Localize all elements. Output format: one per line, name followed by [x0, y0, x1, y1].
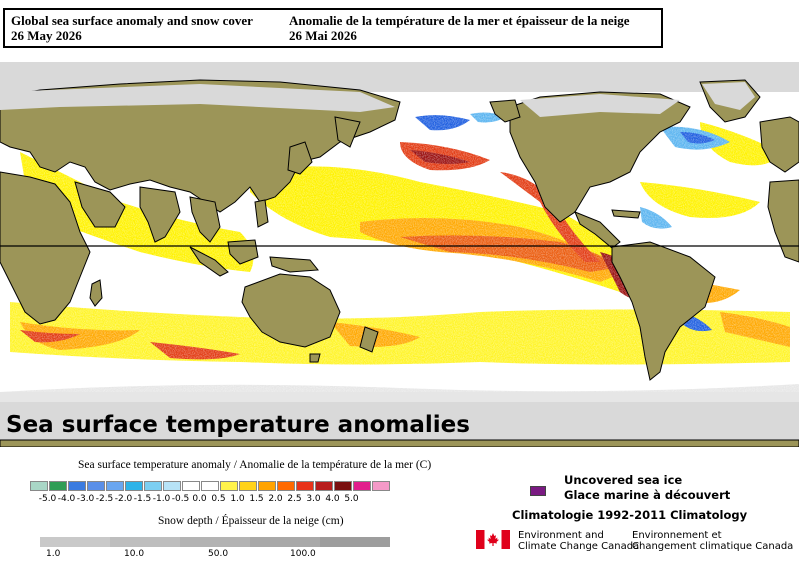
header-english: Global sea surface anomaly and snow cove…: [11, 13, 253, 43]
sst-label: 2.5: [287, 494, 302, 504]
snow-shade: [40, 537, 110, 547]
sst-label: -2.0: [114, 494, 133, 504]
india: [139, 186, 181, 243]
agency-french-line1: Environnement et: [632, 530, 722, 541]
sst-label: -1.5: [133, 494, 152, 504]
landmasses: [0, 79, 799, 447]
title-english: Global sea surface anomaly and snow cove…: [11, 13, 253, 28]
sst-label: 1.5: [249, 494, 264, 504]
snow-cover: [0, 82, 755, 117]
date-english: 26 May 2026: [11, 28, 82, 43]
sst-legend-title: Sea surface temperature anomaly / Anomal…: [78, 459, 432, 471]
australia: [241, 273, 341, 348]
uncovered-sea-ice-swatch: [530, 486, 546, 496]
sst-label: 3.0: [306, 494, 321, 504]
alaska: [489, 99, 521, 123]
sst-swatch: [163, 481, 181, 491]
sst-swatch: [353, 481, 371, 491]
header-french: Anomalie de la température de la mer et …: [289, 13, 629, 43]
snow-shade: [180, 537, 250, 547]
header-box: Global sea surface anomaly and snow cove…: [3, 8, 663, 48]
sst-swatch: [315, 481, 333, 491]
sst-swatch: [68, 481, 86, 491]
snow-shade: [320, 537, 390, 547]
sst-label: 4.0: [325, 494, 340, 504]
agency-english-line2: Climate Change Canada: [518, 541, 640, 552]
sst-label: -3.0: [76, 494, 95, 504]
agency-french-line2: Changement climatique Canada: [632, 541, 794, 552]
climatology-label: Climatologie 1992-2011 Climatology: [512, 508, 748, 522]
agency-english-line1: Environment and: [518, 530, 604, 541]
sst-swatch: [201, 481, 219, 491]
sst-swatch: [125, 481, 143, 491]
sst-scale-labels: -5.0 -4.0 -3.0 -2.5 -2.0 -1.5 -1.0 -0.5 0.0 0.5 1.…: [38, 494, 361, 504]
snow-depth-bar: [40, 537, 390, 547]
ice-label-french: Glace marine à découvert: [564, 488, 731, 502]
agency-french: Environnement et Changement climatique C…: [632, 530, 793, 552]
sst-swatch: [220, 481, 238, 491]
new-zealand: [359, 326, 379, 353]
sst-swatch: [49, 481, 67, 491]
sumatra: [189, 246, 229, 277]
north-america: [509, 91, 691, 223]
snow-label-1: 1.0: [46, 549, 61, 559]
map-svg: [0, 62, 799, 447]
sst-label: 2.0: [268, 494, 283, 504]
cuba: [611, 209, 641, 219]
snow-label-100: 100.0: [290, 549, 316, 559]
sst-swatch: [334, 481, 352, 491]
arabia: [74, 181, 126, 228]
africa: [0, 171, 91, 325]
sst-label: -4.0: [57, 494, 76, 504]
snow-legend-title: Snow depth / Épaisseur de la neige (cm): [158, 515, 344, 527]
madagascar: [89, 279, 103, 307]
title-french: Anomalie de la température de la mer et …: [289, 13, 630, 28]
overlay-title: Sea surface temperature anomalies: [6, 412, 470, 438]
sst-label: 0.5: [211, 494, 226, 504]
kamchatka: [334, 116, 361, 148]
sst-swatch: [372, 481, 390, 491]
sst-label: 1.0: [230, 494, 245, 504]
canada-flag-icon: [476, 530, 510, 549]
indochina: [189, 196, 221, 243]
snow-shade: [110, 537, 180, 547]
south-america: [611, 241, 716, 381]
snow-label-50: 50.0: [208, 549, 229, 559]
sst-swatch: [277, 481, 295, 491]
sst-label: -5.0: [38, 494, 57, 504]
eurasia: [0, 79, 401, 213]
sst-swatch: [87, 481, 105, 491]
sst-swatch: [106, 481, 124, 491]
sst-label: -0.5: [171, 494, 190, 504]
new-guinea: [269, 256, 319, 273]
sst-color-scale: [30, 481, 391, 493]
ice-label-english: Uncovered sea ice: [564, 473, 683, 487]
sst-swatch: [144, 481, 162, 491]
date-french: 26 Mai 2026: [289, 28, 357, 43]
tasmania: [309, 353, 321, 363]
sst-label: 0.0: [192, 494, 207, 504]
antarctica: [0, 439, 799, 447]
africa-west: [767, 179, 799, 263]
sst-anomaly-map: Sea surface temperature anomalies: [0, 62, 799, 447]
sst-label: -1.0: [152, 494, 171, 504]
sst-swatch: [182, 481, 200, 491]
sst-swatch: [30, 481, 48, 491]
sst-label: -2.5: [95, 494, 114, 504]
sst-swatch: [239, 481, 257, 491]
philippines: [254, 199, 269, 228]
agency-english: Environment and Climate Change Canada: [518, 530, 639, 552]
sst-swatch: [296, 481, 314, 491]
sst-swatch: [258, 481, 276, 491]
japan: [287, 141, 313, 175]
sst-label: 5.0: [344, 494, 359, 504]
snow-shade: [250, 537, 320, 547]
europe-west: [759, 116, 799, 173]
snow-label-10: 10.0: [124, 549, 145, 559]
